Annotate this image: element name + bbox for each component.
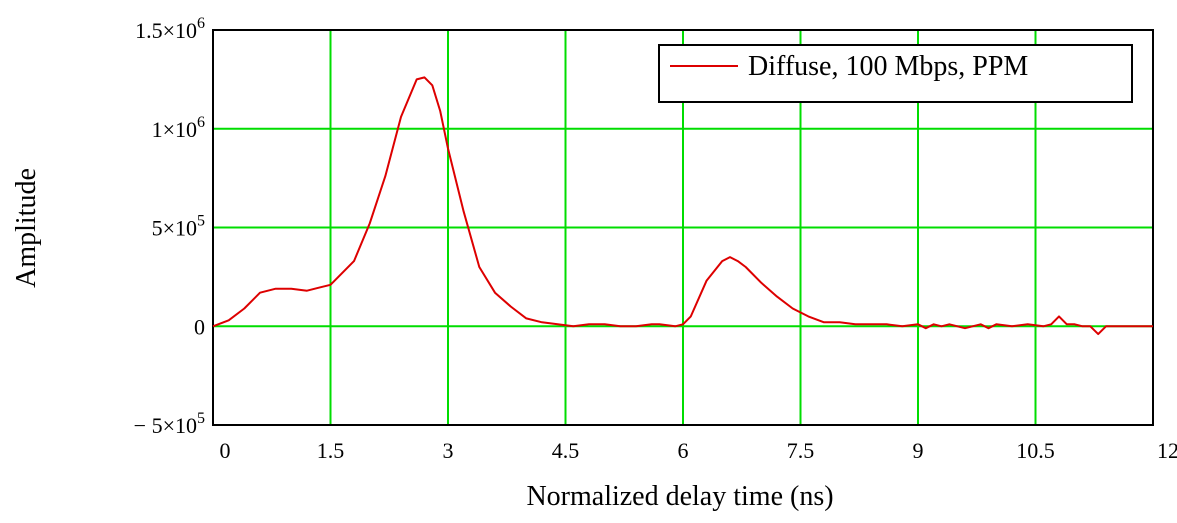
- x-tick-label-2: 3: [443, 438, 454, 463]
- y-tick-label-4: 1.5×106: [135, 15, 205, 43]
- x-tick-label-4: 6: [678, 438, 689, 463]
- x-tick-label-5: 7.5: [787, 438, 815, 463]
- x-tick-label-0: 0: [220, 438, 231, 463]
- y-tick-label-2: 5×105: [152, 213, 205, 241]
- x-axis-tick-labels: 0 1.5 3 4.5 6 7.5 9 10.5 12: [220, 438, 1177, 463]
- legend: Diffuse, 100 Mbps, PPM: [659, 45, 1132, 102]
- y-tick-label-1: 0: [194, 314, 205, 339]
- x-tick-label-1: 1.5: [317, 438, 345, 463]
- y-tick-label-0: − 5×105: [134, 410, 205, 438]
- x-axis-title: Normalized delay time (ns): [526, 481, 833, 512]
- y-tick-label-3: 1×106: [152, 114, 205, 142]
- x-tick-label-8: 12: [1157, 438, 1177, 463]
- y-axis-title: Amplitude: [11, 168, 42, 288]
- x-tick-label-7: 10.5: [1016, 438, 1055, 463]
- y-axis-tick-labels: − 5×105 0 5×105 1×106 1.5×106: [134, 15, 205, 438]
- legend-entry-label: Diffuse, 100 Mbps, PPM: [748, 51, 1028, 82]
- x-tick-label-6: 9: [913, 438, 924, 463]
- x-tick-label-3: 4.5: [552, 438, 580, 463]
